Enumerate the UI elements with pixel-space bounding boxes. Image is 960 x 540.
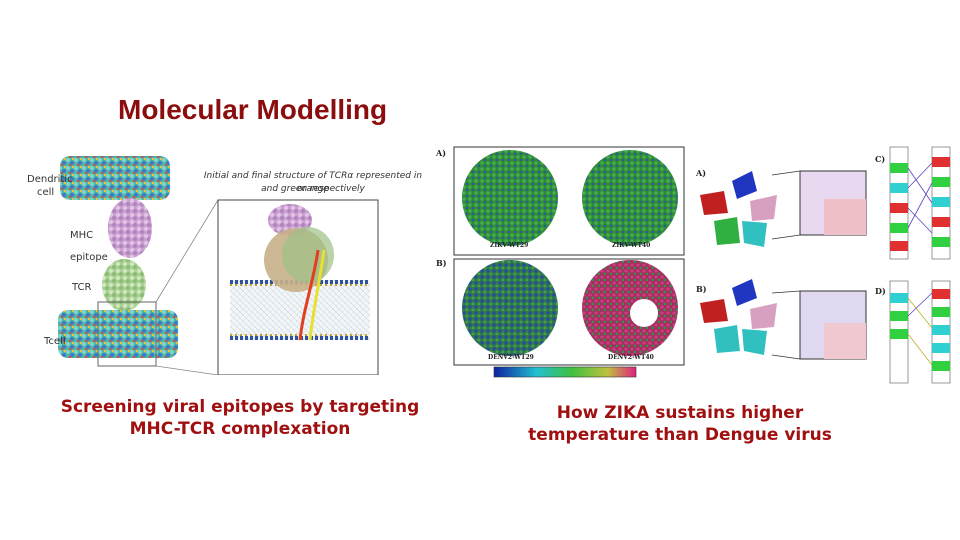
denv2-wt40-label: DENV2-WT40: [608, 354, 654, 361]
mhc-tcr-illustration: [58, 156, 379, 375]
label-epitope: epitope: [70, 252, 108, 263]
right-caption-line1: How ZIKA sustains higher: [556, 403, 804, 423]
zikv-wt40-label: ZIKV-WT40: [612, 242, 651, 249]
right-caption-line2: temperature than Dengue virus: [528, 425, 832, 445]
left-caption-line1: Screening viral epitopes by targeting: [60, 397, 420, 417]
panel-a-label: A): [436, 148, 446, 158]
zikv-wt29-label: ZIKV-WT29: [490, 242, 529, 249]
left-caption: Screening viral epitopes by targeting MH…: [60, 396, 420, 440]
panel-d-label: D): [875, 286, 886, 296]
label-cell: cell: [37, 187, 55, 198]
label-tcr: TCR: [72, 282, 92, 293]
label-tcell: Tcell: [44, 336, 66, 347]
mhc-tcr-figure: [18, 150, 428, 375]
left-caption-line2: MHC-TCR complexation: [129, 419, 351, 439]
panel-b-label: B): [436, 258, 447, 268]
label-mhc: MHC: [70, 230, 94, 241]
virus-illustration: [453, 146, 951, 384]
denv2-wt29-label: DENV2-WT29: [488, 354, 534, 361]
inset-caption-line1: Initial and final structure of TCRα repr…: [203, 171, 423, 194]
panel-a2-label: A): [696, 168, 706, 178]
panel-b2-label: B): [696, 284, 707, 294]
inset-caption-line2: and green respectively: [261, 184, 365, 194]
right-caption: How ZIKA sustains higher temperature tha…: [520, 402, 840, 446]
zika-dengue-figure: [432, 143, 952, 388]
label-dendritic: Dendritic: [27, 174, 73, 185]
panel-c-label: C): [875, 154, 886, 164]
slide-title: Molecular Modelling: [118, 94, 388, 125]
